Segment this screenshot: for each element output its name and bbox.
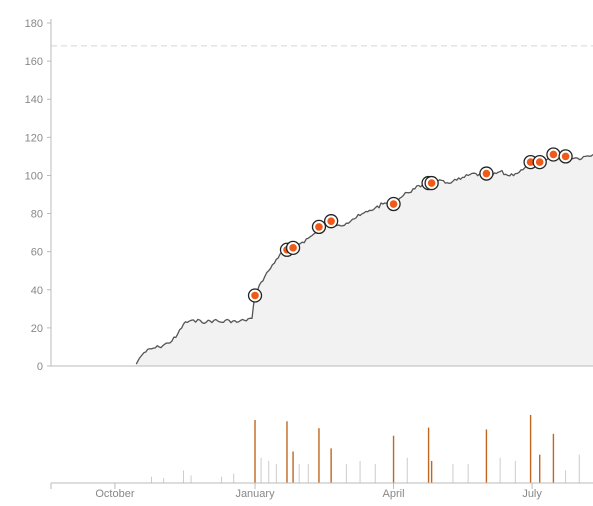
x-tick-label: July (522, 488, 542, 500)
y-tick-label: 60 (31, 247, 43, 259)
y-tick-label: 120 (25, 132, 43, 144)
y-tick-label: 80 (31, 209, 43, 221)
event-marker (315, 223, 323, 231)
event-marker (549, 150, 558, 159)
y-tick-label: 0 (37, 361, 43, 373)
series-line (135, 152, 593, 365)
line-layer (135, 152, 593, 365)
event-marker (251, 291, 259, 300)
y-tick-label: 40 (31, 285, 43, 297)
series-area (136, 154, 593, 366)
event-marker (535, 158, 544, 166)
y-tick-label: 160 (25, 56, 43, 68)
x-tick-label: January (235, 488, 275, 500)
marker-layer (247, 147, 573, 303)
event-marker (327, 217, 335, 225)
event-marker (427, 179, 436, 187)
event-marker (389, 200, 398, 208)
y-tick-label: 140 (25, 94, 43, 106)
x-tick-label: October (95, 488, 134, 500)
event-marker (561, 152, 570, 161)
y-tick-label: 100 (25, 170, 43, 182)
y-tick-label: 180 (25, 18, 43, 30)
event-marker (482, 169, 491, 178)
axis-layer: 0 20 40 60 80 100 120 140 160 180 (25, 18, 593, 373)
event-marker (289, 244, 297, 252)
y-tick-label: 20 (31, 323, 43, 335)
event-marker (526, 158, 535, 166)
event-bar-layer (150, 414, 580, 483)
x-axis-layer: October January April July (50, 482, 593, 500)
area-layer (136, 154, 593, 366)
x-tick-label: April (383, 488, 405, 500)
